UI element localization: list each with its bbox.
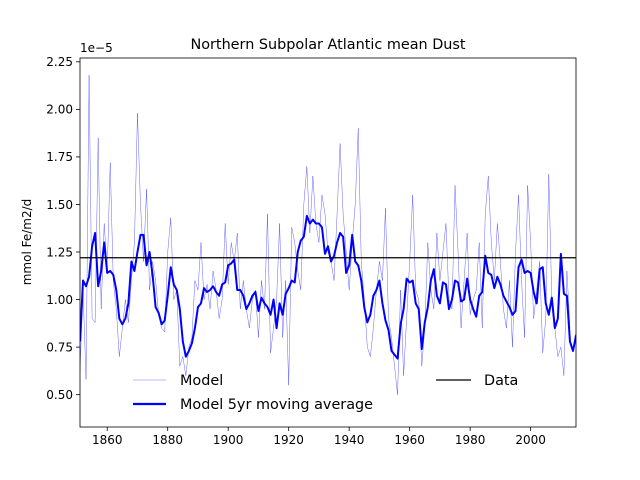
y-tick-label: 0.75 xyxy=(46,340,73,354)
series-moving-average-line xyxy=(80,214,576,360)
legend-label-data: Data xyxy=(484,373,518,389)
x-tick-label: 1860 xyxy=(92,433,123,447)
x-tick-label: 1900 xyxy=(213,433,244,447)
y-axis-ticks: 0.50 0.75 1.00 1.25 1.50 1.75 2.00 2.25 xyxy=(46,55,80,402)
x-tick-label: 1940 xyxy=(334,433,365,447)
plot-frame xyxy=(79,57,577,428)
x-tick-label: 1920 xyxy=(273,433,304,447)
y-offset-label: 1e−5 xyxy=(80,41,113,55)
x-tick-label: 1980 xyxy=(455,433,486,447)
y-tick-label: 1.25 xyxy=(46,245,73,259)
x-axis-ticks: 1860 1880 1900 1920 1940 1960 1980 2000 xyxy=(92,427,546,447)
y-tick-label: 0.50 xyxy=(46,388,73,402)
y-tick-label: 1.75 xyxy=(46,150,73,164)
legend-label-model: Model xyxy=(180,373,223,389)
series-layer xyxy=(80,74,576,395)
chart-title: Northern Subpolar Atlantic mean Dust xyxy=(190,37,465,53)
legend-label-moving-average: Model 5yr moving average xyxy=(180,397,373,413)
y-tick-label: 2.25 xyxy=(46,55,73,69)
y-axis-label: mmol Fe/m2/d xyxy=(20,199,34,286)
x-tick-label: 1880 xyxy=(152,433,183,447)
x-tick-label: 2000 xyxy=(515,433,546,447)
y-tick-label: 2.00 xyxy=(46,103,73,117)
y-tick-label: 1.50 xyxy=(46,198,73,212)
x-tick-label: 1960 xyxy=(394,433,425,447)
series-model-line xyxy=(80,74,571,395)
legend: Model Model 5yr moving average Data xyxy=(133,373,518,413)
plot-area xyxy=(80,74,576,395)
y-tick-label: 1.00 xyxy=(46,293,73,307)
